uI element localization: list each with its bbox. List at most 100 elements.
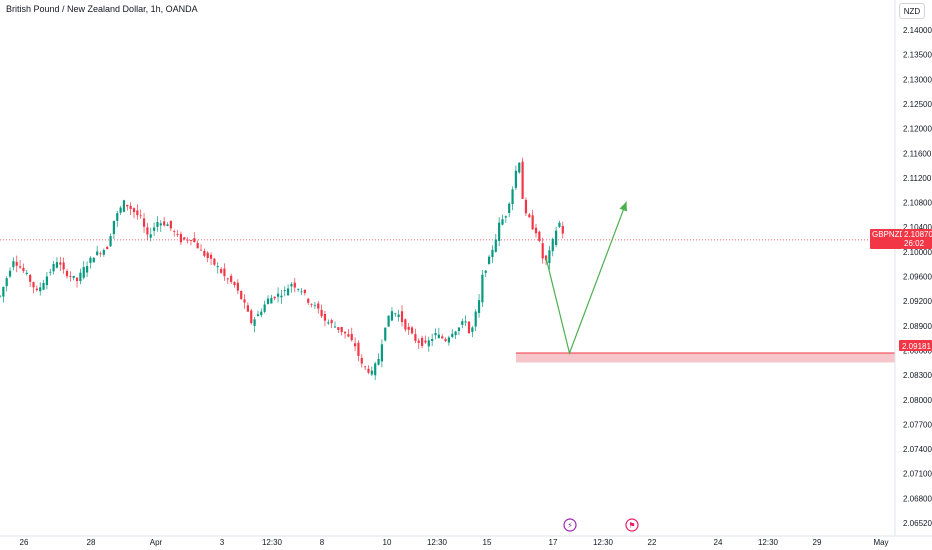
- candle-body: [544, 255, 548, 261]
- candle-body: [380, 344, 383, 362]
- candle-body: [126, 204, 129, 207]
- candle-body: [223, 268, 226, 277]
- candle-body: [89, 257, 92, 263]
- candle-body: [337, 327, 340, 330]
- projection-arrow[interactable]: [545, 201, 628, 356]
- candle-body: [256, 314, 260, 317]
- candle-body: [39, 287, 42, 292]
- candle-body: [340, 326, 343, 333]
- lightning-event-icon[interactable]: ⚡: [563, 518, 577, 532]
- time-axis[interactable]: 26 28 Apr 3 12:30 8 10 12:30 15 17 12:30 22 24 12:30 2…: [20, 538, 889, 547]
- candle-body: [441, 336, 444, 339]
- y-tick-label: 2.10800: [903, 199, 932, 208]
- candle-body: [558, 222, 561, 227]
- y-tick-label: 2.08300: [903, 371, 932, 380]
- candle-body: [461, 321, 464, 325]
- candle-body: [457, 327, 461, 332]
- candle-body: [297, 289, 300, 291]
- candle-body: [370, 370, 373, 375]
- y-tick-label: 2.10000: [903, 248, 932, 257]
- candle-body: [538, 231, 541, 241]
- price-axis[interactable]: 2.14000 2.13500 2.13000 2.12500 2.12000 2.116…: [903, 26, 932, 528]
- candle-body: [106, 246, 109, 250]
- y-tick-label: 2.08900: [903, 322, 932, 331]
- candle-body: [156, 222, 159, 227]
- candle-body: [132, 208, 136, 213]
- candle-body: [102, 250, 105, 255]
- x-tick-label: 8: [320, 538, 325, 547]
- candle-body: [12, 261, 15, 268]
- candle-body: [514, 170, 517, 188]
- candle-body: [347, 334, 350, 337]
- y-tick-label: 2.07100: [903, 470, 932, 479]
- candle-body: [481, 274, 484, 303]
- candle-body: [454, 331, 457, 336]
- candle-body: [253, 319, 256, 326]
- candle-body: [99, 253, 102, 255]
- candle-body: [367, 368, 370, 373]
- candle-body: [300, 291, 303, 293]
- projection-arrowhead: [619, 201, 628, 212]
- currency-button[interactable]: NZD: [899, 3, 925, 19]
- candle-body: [561, 226, 564, 234]
- candle-body: [136, 210, 139, 216]
- candle-body: [55, 262, 59, 268]
- y-tick-label: 2.06800: [903, 494, 932, 503]
- x-tick-label: 29: [813, 538, 822, 547]
- candle-body: [387, 315, 390, 327]
- candle-body: [508, 203, 511, 214]
- candle-body: [407, 326, 410, 330]
- candle-body: [474, 311, 477, 327]
- candle-body: [230, 275, 233, 282]
- candle-body: [250, 310, 253, 324]
- candle-body: [112, 220, 115, 235]
- candle-body: [410, 327, 414, 334]
- flag-event-icon[interactable]: ⚑: [625, 518, 639, 532]
- candle-body: [303, 289, 306, 294]
- candle-body: [236, 282, 239, 291]
- candle-body: [209, 254, 213, 259]
- candle-body: [42, 282, 45, 290]
- candle-body: [354, 343, 357, 347]
- y-tick-label: 2.14000: [903, 26, 932, 35]
- candle-body: [22, 267, 25, 272]
- candle-body: [397, 314, 400, 318]
- candle-body: [29, 274, 32, 282]
- symbol-label: GBPNZD: [872, 230, 906, 239]
- candle-body: [421, 337, 424, 346]
- y-tick-label: 2.07700: [903, 420, 932, 429]
- candle-body: [431, 338, 434, 341]
- x-tick-label: 3: [220, 538, 225, 547]
- candle-body: [498, 222, 501, 241]
- candle-body: [320, 309, 323, 317]
- candle-body: [541, 243, 544, 259]
- candle-body: [179, 233, 182, 243]
- candle-body: [491, 249, 494, 257]
- y-tick-label: 2.13000: [903, 75, 932, 84]
- support-zone[interactable]: [515, 353, 895, 363]
- x-tick-label: May: [873, 538, 888, 547]
- x-tick-label: Apr: [150, 538, 163, 547]
- candle-body: [196, 243, 199, 249]
- candle-body: [464, 321, 467, 323]
- candlestick-series: [0, 157, 564, 381]
- candle-body: [501, 219, 504, 225]
- candle-body: [313, 304, 316, 306]
- y-tick-label: 2.11600: [903, 149, 932, 158]
- candle-body: [116, 213, 119, 221]
- candle-body: [310, 303, 313, 305]
- candle-body: [511, 189, 514, 205]
- candle-body: [427, 340, 430, 347]
- candle-body: [555, 230, 558, 246]
- candle-body: [287, 288, 290, 296]
- candle-body: [246, 305, 249, 312]
- candle-body: [59, 262, 62, 265]
- candle-body: [216, 266, 219, 268]
- candle-body: [173, 231, 176, 232]
- candle-body: [283, 290, 286, 291]
- candle-body: [206, 252, 209, 258]
- candle-body: [129, 205, 132, 210]
- x-tick-label: 12:30: [262, 538, 283, 547]
- x-tick-label: 17: [549, 538, 558, 547]
